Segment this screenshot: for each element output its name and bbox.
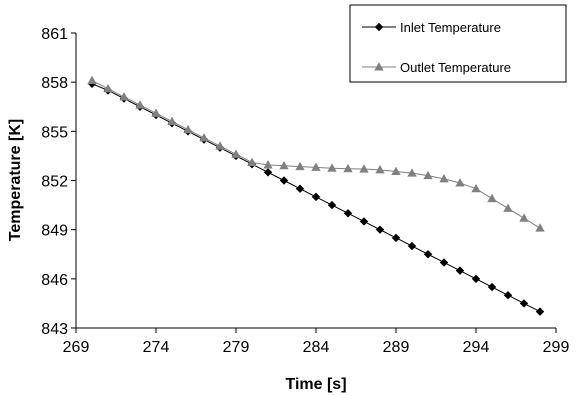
y-tick-label: 852 [41, 174, 68, 191]
x-tick-label: 294 [463, 339, 490, 356]
series-line [91, 80, 541, 229]
y-tick-label: 861 [41, 26, 68, 43]
data-point [471, 183, 481, 193]
data-point [215, 141, 225, 150]
data-point [311, 192, 321, 202]
data-point [295, 161, 305, 171]
data-point [343, 209, 353, 218]
data-point [407, 168, 417, 177]
data-point [487, 193, 497, 203]
legend-marker [374, 62, 384, 71]
x-tick-label: 274 [143, 339, 170, 356]
data-point [199, 133, 209, 142]
legend-marker [374, 22, 384, 32]
y-tick-label: 849 [41, 223, 68, 240]
data-point [375, 165, 385, 174]
data-point [151, 108, 161, 117]
x-tick-label: 279 [223, 339, 250, 356]
legend-label: Inlet Temperature [400, 20, 501, 35]
data-point [279, 160, 289, 170]
data-point [167, 116, 177, 126]
data-point [519, 213, 529, 222]
data-point [327, 163, 337, 172]
data-point [183, 124, 193, 134]
data-point [343, 163, 353, 173]
data-point [423, 170, 433, 180]
y-tick-label: 843 [41, 321, 68, 338]
x-tick-label: 284 [303, 339, 330, 356]
data-point [135, 100, 145, 109]
data-point [279, 176, 289, 185]
data-point [471, 274, 481, 284]
data-point [119, 92, 129, 101]
x-axis-title: Time [s] [285, 376, 346, 393]
y-axis-ticks: 843 846 849 852 855 858 861 [41, 26, 76, 338]
data-point [327, 200, 337, 210]
data-point [263, 168, 273, 177]
data-point [375, 225, 385, 234]
data-point [359, 217, 369, 226]
data-point [263, 160, 273, 169]
legend-label: Outlet Temperature [400, 60, 511, 75]
y-tick-label: 846 [41, 272, 68, 289]
x-tick-label: 289 [383, 339, 410, 356]
data-point [535, 223, 545, 232]
series-layer [87, 75, 545, 316]
data-point [231, 149, 241, 158]
legend-box [349, 4, 567, 83]
legend-items: Inlet Temperature Outlet Temperature [362, 20, 511, 75]
x-tick-label: 299 [543, 339, 570, 356]
data-point [391, 166, 401, 176]
data-point [535, 307, 545, 316]
data-point [503, 291, 513, 300]
data-point [439, 258, 449, 267]
data-point [439, 174, 449, 183]
data-point [487, 282, 497, 292]
data-point [311, 162, 321, 171]
data-point [295, 184, 305, 193]
data-point [503, 203, 513, 212]
y-axis-title: Temperature [K] [7, 119, 24, 241]
legend: Inlet Temperature Outlet Temperature [349, 4, 567, 83]
data-point [247, 157, 257, 167]
data-point [455, 266, 465, 275]
x-tick-label: 269 [63, 339, 90, 356]
legend-item: Outlet Temperature [362, 60, 511, 75]
y-tick-label: 855 [41, 124, 68, 141]
data-point [103, 83, 113, 93]
data-point [423, 250, 433, 259]
data-point [519, 299, 529, 308]
data-point [87, 75, 97, 85]
x-axis-ticks: 269 274 279 284 289 294 299 [63, 328, 570, 356]
data-point [407, 241, 417, 251]
data-point [455, 178, 465, 187]
data-point [391, 233, 401, 243]
y-tick-label: 858 [41, 75, 68, 92]
series-outlet [87, 75, 545, 232]
legend-item: Inlet Temperature [362, 20, 501, 35]
data-point [359, 164, 369, 173]
